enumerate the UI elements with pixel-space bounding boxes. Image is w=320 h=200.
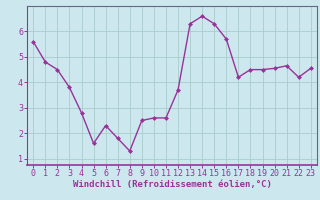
X-axis label: Windchill (Refroidissement éolien,°C): Windchill (Refroidissement éolien,°C) [73,180,271,189]
